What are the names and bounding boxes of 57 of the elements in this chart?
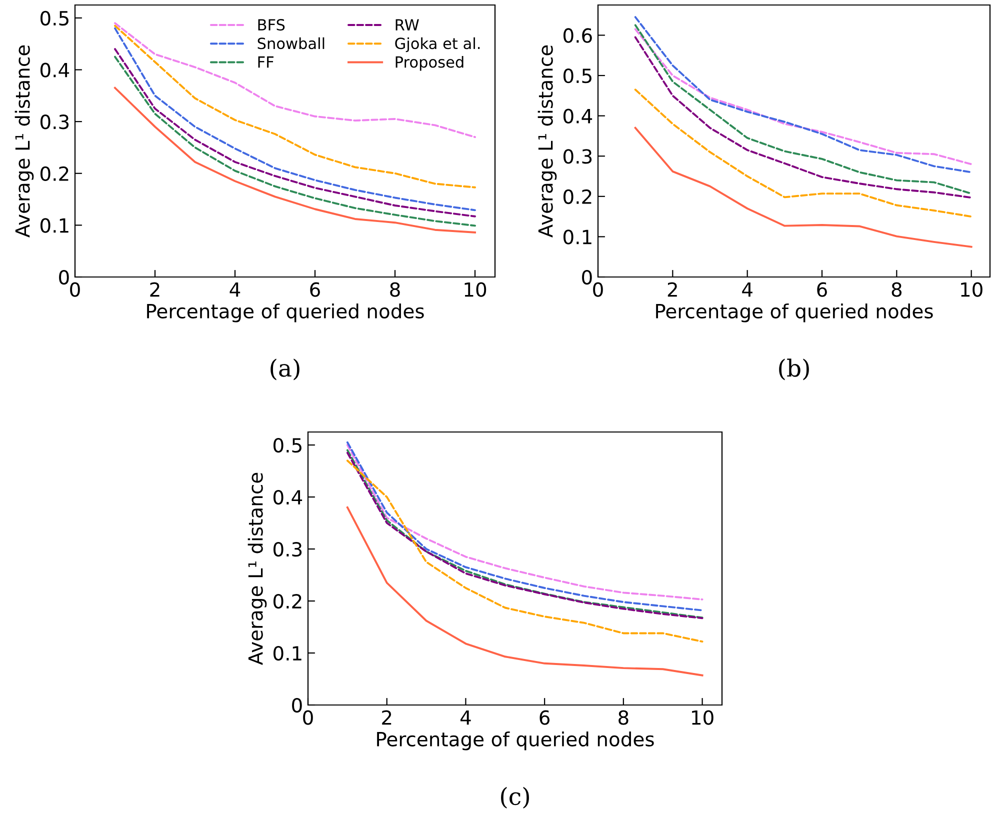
y-tick-label: 0.5	[564, 68, 592, 84]
text: (a)	[270, 358, 300, 380]
x-tick-label: 8	[618, 710, 628, 725]
x-tick-label: 2	[150, 282, 160, 297]
y-tick-label: 0	[59, 270, 69, 285]
y-tick-label: 0.1	[274, 646, 302, 661]
line-series	[634, 88, 972, 218]
x-tick-label: 6	[817, 282, 827, 297]
x-tick-label: 4	[742, 282, 752, 297]
x-tick-label: 0	[303, 710, 313, 725]
y-tick-label: 0.5	[40, 10, 68, 26]
y-axis-title: Average L¹ distance	[538, 45, 557, 238]
line-series	[634, 126, 972, 248]
y-tick-label: 0.3	[40, 114, 69, 130]
text: (b)	[779, 358, 809, 380]
y-tick-label: 0.2	[274, 594, 302, 609]
y-tick-label: 0.4	[274, 490, 302, 505]
y-tick-label: 0.3	[274, 542, 302, 557]
legend-label: RW	[396, 19, 419, 30]
legend-label: Gjoka et al.	[395, 37, 480, 52]
y-axis-title: Average L¹ distance	[14, 45, 34, 238]
x-axis-title: Percentage of queried nodes	[377, 731, 654, 750]
x-tick-label: 10	[692, 710, 714, 725]
y-tick-label: 0.3	[564, 149, 592, 164]
line-series	[346, 506, 704, 676]
y-tick-label: 0.6	[564, 28, 592, 43]
y-tick-label: 0.2	[40, 166, 68, 182]
x-tick-label: 2	[668, 282, 677, 297]
y-tick-label: 0.2	[564, 189, 592, 204]
x-tick-label: 0	[593, 282, 603, 297]
x-axis-title: Percentage of queried nodes	[147, 303, 424, 322]
x-tick-label: 4	[460, 710, 471, 725]
line-series	[346, 460, 704, 643]
y-tick-label: 0	[582, 270, 592, 285]
y-axis-title: Average L¹ distance	[248, 472, 267, 665]
x-tick-label: 10	[464, 282, 486, 297]
line-series	[114, 86, 476, 234]
x-axis-title: Percentage of queried nodes	[656, 303, 933, 322]
legend-label: Snowball	[258, 37, 324, 50]
x-tick-label: 0	[70, 282, 80, 297]
x-tick-label: 6	[310, 282, 320, 297]
y-tick-label: 0.4	[40, 62, 70, 78]
legend-label: BFS	[258, 19, 285, 31]
x-tick-label: 8	[390, 282, 400, 297]
y-tick-label: 0.1	[40, 218, 68, 233]
legend-label: FF	[258, 56, 274, 68]
x-tick-label: 10	[961, 282, 982, 297]
x-tick-label: 8	[892, 282, 902, 297]
y-tick-label: 0.5	[274, 438, 302, 453]
y-tick-label: 0.4	[564, 108, 592, 124]
x-tick-label: 2	[382, 710, 392, 725]
x-tick-label: 6	[540, 710, 550, 725]
y-tick-label: 0	[292, 698, 302, 713]
legend-label: Proposed	[396, 56, 464, 71]
y-tick-label: 0.1	[564, 230, 592, 244]
x-tick-label: 4	[230, 282, 240, 297]
text: (c)	[501, 786, 529, 809]
